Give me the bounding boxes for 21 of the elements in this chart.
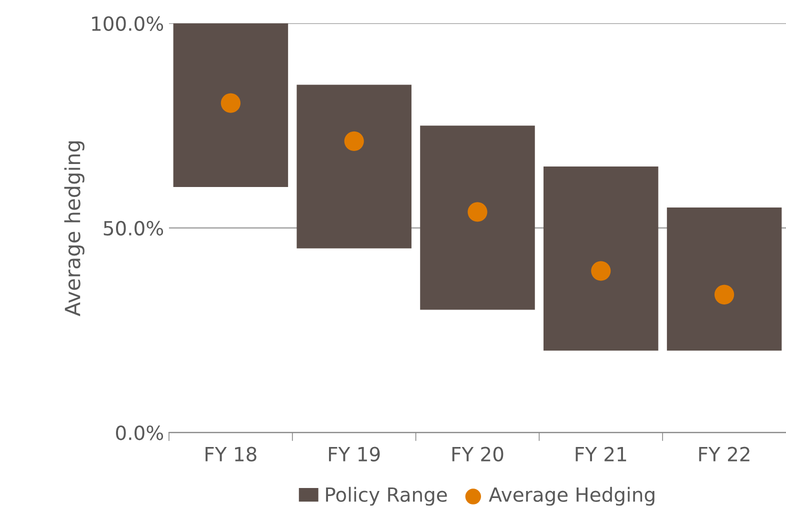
x-tick-label: FY 22 <box>699 446 750 462</box>
bar <box>420 126 535 310</box>
bar <box>296 84 412 248</box>
y-tick-label: 50.0% <box>104 220 164 236</box>
y-axis-title: Average hedging <box>64 141 84 316</box>
point <box>344 131 364 151</box>
point <box>591 261 611 281</box>
bar <box>544 166 658 351</box>
y-tick-label: 100.0% <box>92 16 164 31</box>
x-tick-label: FY 20 <box>452 446 504 462</box>
bar <box>666 207 782 351</box>
legend-label: Policy Range <box>326 486 447 506</box>
x-tick-label: FY 18 <box>206 446 256 462</box>
x-tick-label: FY 19 <box>329 446 380 462</box>
point <box>220 93 241 113</box>
point <box>714 284 734 304</box>
y-tick-label: 0.0% <box>116 425 164 440</box>
bar <box>173 23 288 187</box>
legend-label: Average Hedging <box>488 486 654 506</box>
point <box>468 202 488 222</box>
x-tick-label: FY 21 <box>576 446 626 462</box>
